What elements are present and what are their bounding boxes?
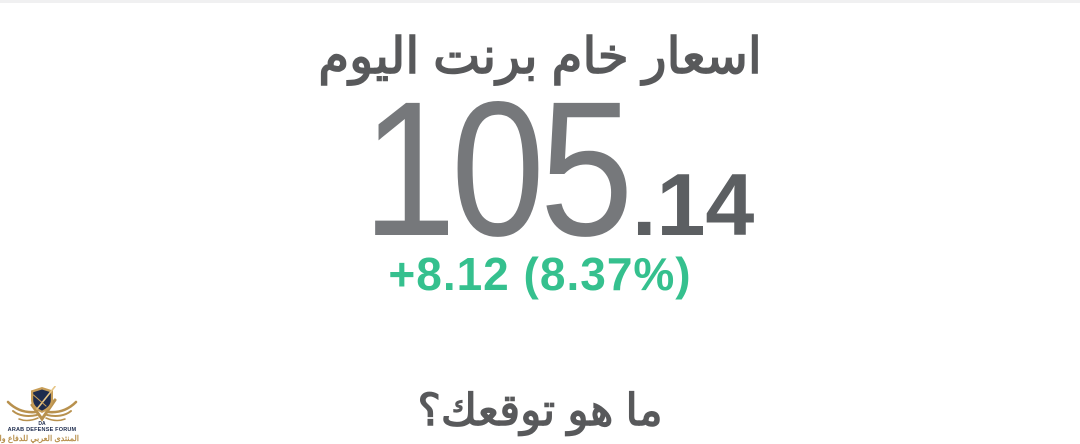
watermark-name-arabic: المنتدى العربي للدفاع والتسليح [0,434,79,443]
price-integer: 105 [361,61,633,276]
top-divider [0,0,1080,3]
page-title: اسعار خام برنت اليوم [318,28,762,84]
price-change: +8.12 (8.37%) [388,248,692,300]
forecast-question: ما هو توقعك؟ [417,386,663,435]
quote-panel: اسعار خام برنت اليوم 105 .14 +8.12 (8.37… [0,3,1080,436]
price-decimal: .14 [632,155,755,254]
price-display: 105 .14 [0,73,1080,265]
